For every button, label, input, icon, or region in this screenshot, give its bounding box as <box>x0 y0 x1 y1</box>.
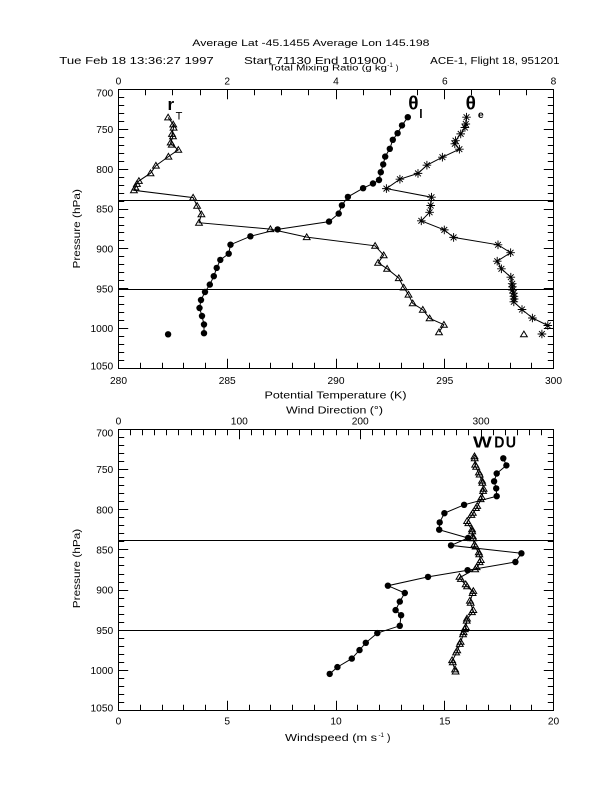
svg-text:Start 71130 End 101900: Start 71130 End 101900 <box>244 56 386 67</box>
svg-text:ACE-1, Flight 18, 951201: ACE-1, Flight 18, 951201 <box>430 56 560 67</box>
svg-text:Windspeed (m s: Windspeed (m s <box>285 733 377 744</box>
svg-text:950: 950 <box>96 626 113 637</box>
svg-text:Pressure (hPa): Pressure (hPa) <box>72 529 83 609</box>
svg-text:-1: -1 <box>387 62 393 69</box>
svg-text:300: 300 <box>545 376 562 387</box>
svg-text:1050: 1050 <box>91 704 114 715</box>
svg-text:-1: -1 <box>379 732 385 739</box>
svg-text:r: r <box>168 95 175 114</box>
svg-text:Average Lat -45.1455 Average: Average Lat -45.1455 Average Lon 145.198 <box>192 37 429 48</box>
svg-text:285: 285 <box>219 376 236 387</box>
svg-text:700: 700 <box>96 89 113 100</box>
svg-text:W: W <box>473 434 492 451</box>
svg-text:1000: 1000 <box>91 666 114 677</box>
svg-text:T: T <box>176 110 183 122</box>
svg-text:Tue Feb 18 13:36:27 1997: Tue Feb 18 13:36:27 1997 <box>59 56 214 67</box>
svg-text:800: 800 <box>96 505 113 516</box>
svg-text:850: 850 <box>96 546 113 557</box>
svg-text:15: 15 <box>439 717 451 728</box>
svg-text:700: 700 <box>96 429 113 440</box>
svg-text:1000: 1000 <box>91 324 114 335</box>
svg-text:l: l <box>419 107 422 121</box>
svg-text:6: 6 <box>442 76 448 87</box>
svg-text:): ) <box>396 63 399 73</box>
svg-text:750: 750 <box>96 465 113 476</box>
svg-text:900: 900 <box>96 245 113 256</box>
svg-text:Potential Temperature (K): Potential Temperature (K) <box>265 390 407 401</box>
svg-text:950: 950 <box>96 284 113 295</box>
svg-text:0: 0 <box>116 76 122 87</box>
svg-text:θ: θ <box>408 94 418 115</box>
svg-text:θ: θ <box>466 94 476 115</box>
svg-text:8: 8 <box>551 76 557 87</box>
svg-text:20: 20 <box>548 717 560 728</box>
svg-text:280: 280 <box>110 376 127 387</box>
svg-text:200: 200 <box>352 416 369 427</box>
svg-text:290: 290 <box>328 376 345 387</box>
svg-text:800: 800 <box>96 165 113 176</box>
svg-text:750: 750 <box>96 125 113 136</box>
svg-text:Pressure (hPa): Pressure (hPa) <box>72 189 83 268</box>
svg-text:4: 4 <box>333 76 339 87</box>
svg-text:900: 900 <box>96 586 113 597</box>
svg-text:e: e <box>478 109 484 121</box>
svg-text:850: 850 <box>96 205 113 216</box>
svg-text:0: 0 <box>116 416 122 427</box>
svg-text:10: 10 <box>330 717 342 728</box>
svg-text:Total Mixing Ratio (g kg: Total Mixing Ratio (g kg <box>269 63 387 73</box>
svg-text:295: 295 <box>436 376 453 387</box>
svg-text:100: 100 <box>231 416 248 427</box>
svg-text:D: D <box>494 434 504 451</box>
svg-text:5: 5 <box>224 717 230 728</box>
svg-text:1050: 1050 <box>91 362 114 373</box>
svg-text:0: 0 <box>116 717 122 728</box>
svg-text:300: 300 <box>473 416 490 427</box>
svg-text:U: U <box>506 434 516 451</box>
svg-text:2: 2 <box>224 76 230 87</box>
svg-text:): ) <box>387 733 390 744</box>
svg-text:Wind Direction (°): Wind Direction (°) <box>286 406 383 417</box>
